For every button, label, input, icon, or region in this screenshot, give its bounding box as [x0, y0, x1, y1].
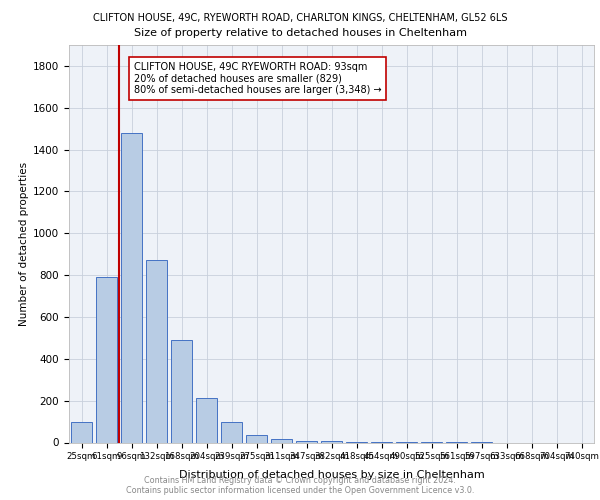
Text: CLIFTON HOUSE, 49C, RYEWORTH ROAD, CHARLTON KINGS, CHELTENHAM, GL52 6LS: CLIFTON HOUSE, 49C, RYEWORTH ROAD, CHARL… [93, 12, 507, 22]
Bar [171, 340, 192, 442]
Bar [221, 422, 242, 442]
Bar [296, 441, 317, 442]
Y-axis label: Number of detached properties: Number of detached properties [19, 162, 29, 326]
Bar [146, 260, 167, 442]
Text: Contains public sector information licensed under the Open Government Licence v3: Contains public sector information licen… [126, 486, 474, 495]
X-axis label: Distribution of detached houses by size in Cheltenham: Distribution of detached houses by size … [179, 470, 484, 480]
Bar [246, 435, 267, 442]
Bar [121, 133, 142, 442]
Bar [271, 440, 292, 442]
Text: CLIFTON HOUSE, 49C RYEWORTH ROAD: 93sqm
20% of detached houses are smaller (829): CLIFTON HOUSE, 49C RYEWORTH ROAD: 93sqm … [134, 62, 382, 95]
Bar [196, 398, 217, 442]
Text: Contains HM Land Registry data © Crown copyright and database right 2024.: Contains HM Land Registry data © Crown c… [144, 476, 456, 485]
Bar [96, 277, 117, 442]
Text: Size of property relative to detached houses in Cheltenham: Size of property relative to detached ho… [133, 28, 467, 38]
Bar [71, 422, 92, 442]
